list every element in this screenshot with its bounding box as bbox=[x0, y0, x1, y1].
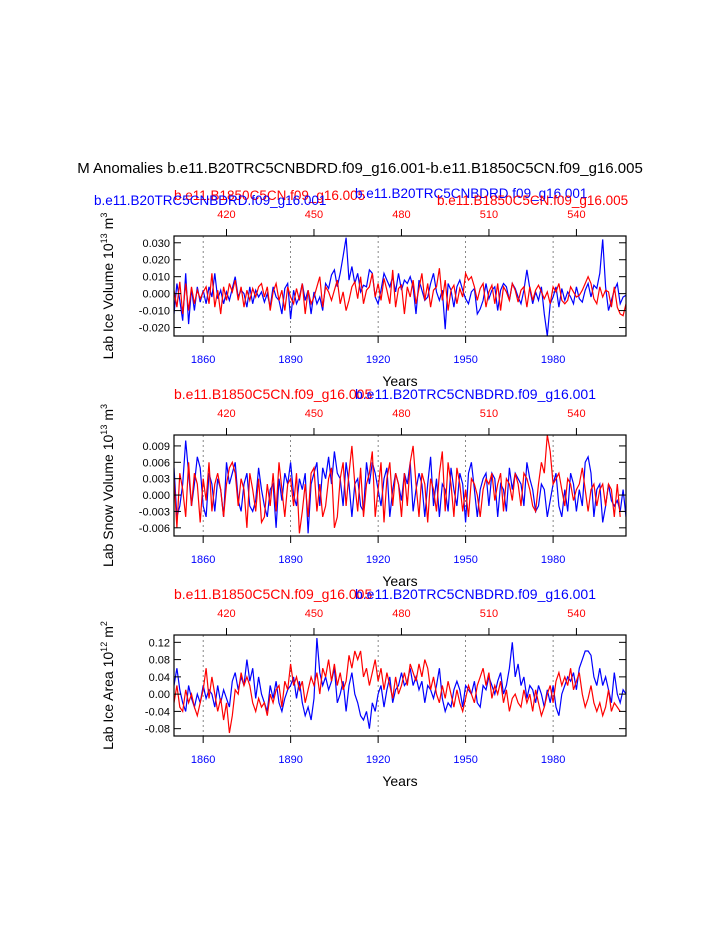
figure-title: M Anomalies b.e11.B20TRC5CNBDRD.f09_g16.… bbox=[77, 160, 643, 177]
y-tick-label: 0.00 bbox=[149, 689, 170, 701]
series-line-ctrl bbox=[174, 650, 621, 734]
x-tick-label-bottom: 1890 bbox=[278, 354, 302, 366]
x-tick-label-top: 480 bbox=[392, 209, 410, 221]
y-axis-label: Lab Ice Area 1012 m2 bbox=[99, 621, 116, 750]
panel-ice_volume: 0.030 0.020 0.010 0.000 -0.010 -0.020 1860 1890… bbox=[99, 209, 627, 389]
y-label-exp: 13 bbox=[99, 425, 109, 435]
panel-title-right: b.e11.B20TRC5CNBDRD.f09_g16.001 bbox=[355, 386, 596, 402]
series-line-ctrl bbox=[174, 268, 626, 317]
x-tick-label-bottom: 1950 bbox=[453, 354, 477, 366]
legend-blue-left: b.e11.B20TRC5CNBDRD.f09_g16.001 bbox=[94, 193, 326, 208]
x-tick-label-top: 420 bbox=[217, 408, 235, 420]
y-label-unit: m bbox=[100, 626, 116, 638]
y-tick-label: -0.020 bbox=[139, 323, 170, 335]
x-tick-label-top: 540 bbox=[567, 408, 585, 420]
x-tick-label-top: 480 bbox=[392, 408, 410, 420]
y-label-unit: m bbox=[100, 218, 116, 230]
y-label-text: Lab Snow Volume 10 bbox=[100, 434, 116, 567]
x-tick-label-top: 420 bbox=[217, 608, 235, 620]
x-tick-label-top: 510 bbox=[480, 408, 498, 420]
x-tick-label-bottom: 1920 bbox=[366, 554, 390, 566]
x-tick-label-bottom: 1860 bbox=[191, 554, 215, 566]
y-tick-label: 0.003 bbox=[142, 474, 170, 486]
y-label-text: Lab Ice Area 10 bbox=[100, 652, 116, 750]
x-tick-label-top: 450 bbox=[305, 209, 323, 221]
y-tick-label: -0.08 bbox=[145, 724, 170, 736]
y-tick-label: 0.000 bbox=[142, 289, 170, 301]
y-axis-label: Lab Snow Volume 1013 m3 bbox=[99, 404, 116, 567]
x-tick-label-top: 450 bbox=[305, 408, 323, 420]
x-tick-label-bottom: 1980 bbox=[541, 554, 565, 566]
panel-title-right: b.e11.B20TRC5CNBDRD.f09_g16.001 bbox=[355, 586, 596, 602]
x-tick-label-bottom: 1950 bbox=[453, 754, 477, 766]
x-tick-label-bottom: 1980 bbox=[541, 354, 565, 366]
series-line-ctrl bbox=[174, 435, 621, 534]
y-tick-label: -0.006 bbox=[139, 523, 170, 535]
x-tick-label-bottom: 1920 bbox=[366, 354, 390, 366]
y-tick-label: 0.020 bbox=[142, 255, 170, 267]
series-line-trc bbox=[174, 440, 626, 534]
y-tick-label: 0.030 bbox=[142, 238, 170, 250]
x-tick-label-bottom: 1890 bbox=[278, 754, 302, 766]
x-tick-label-bottom: 1950 bbox=[453, 554, 477, 566]
y-tick-label: -0.010 bbox=[139, 306, 170, 318]
y-tick-label: 0.08 bbox=[149, 655, 170, 667]
y-tick-label: 0.000 bbox=[142, 490, 170, 502]
y-label-unit-exp: 3 bbox=[99, 213, 109, 218]
y-axis-label: Lab Ice Volume 1013 m3 bbox=[99, 213, 116, 360]
x-tick-label-top: 510 bbox=[480, 209, 498, 221]
x-tick-label-bottom: 1890 bbox=[278, 554, 302, 566]
x-tick-label-bottom: 1860 bbox=[191, 754, 215, 766]
x-tick-label-top: 540 bbox=[567, 608, 585, 620]
y-tick-label: 0.009 bbox=[142, 441, 170, 453]
x-tick-label-bottom: 1920 bbox=[366, 754, 390, 766]
x-tick-label-top: 480 bbox=[392, 608, 410, 620]
plot-frame bbox=[173, 235, 627, 337]
x-axis-label: Years bbox=[382, 773, 417, 789]
y-label-exp: 12 bbox=[99, 642, 109, 652]
x-tick-label-top: 510 bbox=[480, 608, 498, 620]
x-tick-label-bottom: 1860 bbox=[191, 354, 215, 366]
y-label-unit-exp: 2 bbox=[99, 621, 109, 626]
y-tick-label: -0.003 bbox=[139, 506, 170, 518]
panel-ice_area: b.e11.B1850C5CN.f09_g16.005b.e11.B20TRC5… bbox=[99, 586, 627, 789]
x-tick-label-top: 450 bbox=[305, 608, 323, 620]
x-tick-label-bottom: 1980 bbox=[541, 754, 565, 766]
x-tick-label-top: 420 bbox=[217, 209, 235, 221]
legend-red-right: b.e11.B1850C5CN.f09_g16.005 bbox=[437, 193, 628, 208]
panel-snow_volume: b.e11.B1850C5CN.f09_g16.005b.e11.B20TRC5… bbox=[99, 386, 627, 589]
x-axis-label: Years bbox=[382, 573, 417, 589]
series-line-trc bbox=[174, 637, 626, 729]
y-label-exp: 13 bbox=[99, 233, 109, 243]
plot-frame bbox=[173, 434, 627, 537]
y-label-unit-exp: 3 bbox=[99, 404, 109, 409]
y-tick-label: 0.12 bbox=[149, 637, 170, 649]
plot-frame bbox=[173, 634, 627, 737]
y-label-unit: m bbox=[100, 409, 116, 421]
panel-title-left: b.e11.B1850C5CN.f09_g16.005 bbox=[174, 586, 372, 602]
y-tick-label: -0.04 bbox=[145, 706, 170, 718]
legend-blue-right: b.e11.B20TRC5CNBDRD.f09_g16.001 bbox=[355, 186, 587, 201]
x-axis-label: Years bbox=[382, 373, 417, 389]
panel-title-left: b.e11.B1850C5CN.f09_g16.005 bbox=[174, 386, 372, 402]
y-tick-label: 0.006 bbox=[142, 457, 170, 469]
y-tick-label: 0.010 bbox=[142, 272, 170, 284]
legend-red-left: b.e11.B1850C5CN.f09_g16.005 bbox=[174, 188, 365, 203]
y-tick-label: 0.04 bbox=[149, 672, 170, 684]
x-tick-label-top: 540 bbox=[567, 209, 585, 221]
y-label-text: Lab Ice Volume 10 bbox=[100, 243, 116, 359]
